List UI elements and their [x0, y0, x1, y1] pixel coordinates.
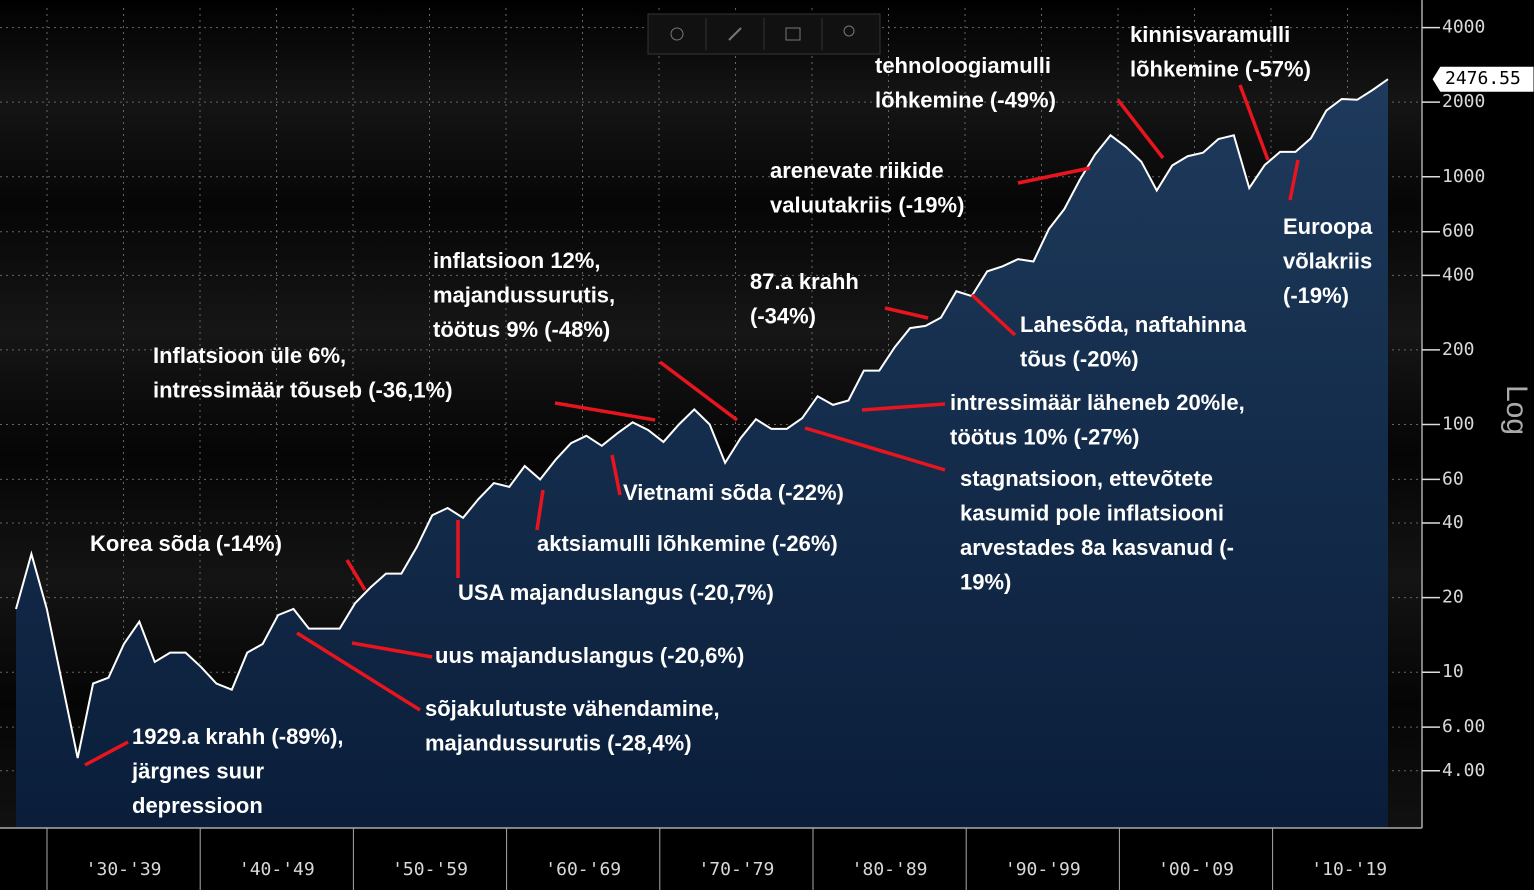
annotation: järgnes suur [131, 758, 264, 783]
y-tick-label: 40 [1442, 512, 1464, 533]
annotation: kinnisvaramulli [1130, 22, 1290, 47]
annotation: aktsiamulli lõhkemine (-26%) [537, 531, 838, 556]
annotation: töötus 10% (-27%) [950, 424, 1139, 449]
annotation-pointer [884, 306, 929, 320]
area [16, 79, 1388, 829]
annotation: majandussurutis, [433, 282, 615, 307]
annotation: 87.a krahh [750, 269, 859, 294]
annotation-pointer [84, 740, 129, 767]
pen-icon[interactable] [728, 27, 742, 41]
annotation-pointer [1238, 84, 1270, 161]
annotation-pointer [345, 559, 367, 591]
annotation: majandussurutis (-28,4%) [425, 730, 692, 755]
annotation: arenevate riikide [770, 158, 944, 183]
annotation: (-34%) [750, 303, 816, 328]
annotation-pointer [1017, 166, 1091, 185]
crosshair-icon[interactable] [670, 27, 684, 41]
y-tick-label: 100 [1442, 413, 1475, 434]
annotation-pointer [804, 426, 946, 472]
y-tick-label: 4.00 [1442, 760, 1485, 781]
list-icon[interactable] [785, 27, 801, 41]
annotation: intressimäär läheneb 20%le, [950, 390, 1245, 415]
annotation-pointer [1288, 159, 1300, 201]
y-tick-label: 6.00 [1442, 716, 1485, 737]
x-tick-label: '90-'99 [1005, 859, 1081, 880]
axis-panel [1422, 0, 1534, 890]
x-tick-label: '40-'49 [239, 859, 315, 880]
zoom-icon[interactable] [843, 25, 855, 37]
annotation-pointer [658, 360, 739, 422]
last-value-label: 2476.55 [1445, 68, 1521, 89]
annotation: Lahesõda, naftahinna [1020, 312, 1247, 337]
annotation-pointer [554, 401, 656, 422]
annotation: Euroopa [1283, 214, 1373, 239]
annotation: (-19%) [1283, 283, 1349, 308]
annotation: lõhkemine (-49%) [875, 87, 1056, 112]
x-tick-label: '00-'09 [1158, 859, 1234, 880]
annotation: võlakriis [1283, 248, 1372, 273]
x-tick-label: '70-'79 [698, 859, 774, 880]
y-tick-label: 10 [1442, 661, 1464, 682]
annotation: tõus (-20%) [1020, 346, 1139, 371]
annotation: uus majanduslangus (-20,6%) [435, 643, 744, 668]
annotation: Vietnami sõda (-22%) [623, 480, 844, 505]
annotation-pointer [296, 631, 421, 712]
y-tick-label: 200 [1442, 339, 1475, 360]
annotation: valuutakriis (-19%) [770, 192, 964, 217]
annotation-pointer [351, 641, 433, 659]
annotation: töötus 9% (-48%) [433, 317, 610, 342]
annotation-pointer [535, 489, 545, 531]
y-axis-label: Log [1500, 385, 1533, 435]
annotation: 19%) [960, 569, 1011, 594]
line [15, 78, 1389, 759]
annotation-pointer [970, 293, 1017, 337]
annotation: depressioon [132, 793, 263, 818]
y-tick-label: 60 [1442, 468, 1464, 489]
annotation: Inflatsioon üle 6%, [153, 343, 346, 368]
x-tick-label: '60-'69 [545, 859, 621, 880]
x-axis-panel [0, 828, 1534, 890]
x-tick-label: '50-'59 [392, 859, 468, 880]
y-tick-label: 400 [1442, 264, 1475, 285]
annotation: lõhkemine (-57%) [1130, 56, 1311, 81]
x-tick-label: '30-'39 [86, 859, 162, 880]
toolbar [647, 13, 881, 55]
last-value-box [1431, 65, 1534, 93]
y-tick-label: 20 [1442, 587, 1464, 608]
annotation-pointer [861, 402, 946, 412]
annotation-pointer [610, 454, 622, 496]
x-tick-label: '80-'89 [852, 859, 928, 880]
annotation: kasumid pole inflatsiooni [960, 500, 1224, 525]
annotation: inflatsioon 12%, [433, 248, 600, 273]
annotation: Korea sõda (-14%) [90, 531, 282, 556]
annotation: sõjakulutuste vähendamine, [425, 696, 720, 721]
annotation: tehnoloogiamulli [875, 53, 1051, 78]
annotation: arvestades 8a kasvanud (- [960, 535, 1234, 560]
annotation: stagnatsioon, ettevõtete [960, 466, 1213, 491]
x-tick-label: '10-'19 [1311, 859, 1387, 880]
annotation: 1929.a krahh (-89%), [132, 724, 344, 749]
annotation: USA majanduslangus (-20,7%) [458, 580, 774, 605]
y-tick-label: 4000 [1442, 17, 1485, 38]
annotation-pointer [1116, 98, 1165, 160]
y-tick-label: 1000 [1442, 166, 1485, 187]
y-tick-label: 600 [1442, 221, 1475, 242]
annotation: intressimäär tõuseb (-36,1%) [153, 377, 453, 402]
y-tick-label: 2000 [1442, 91, 1485, 112]
